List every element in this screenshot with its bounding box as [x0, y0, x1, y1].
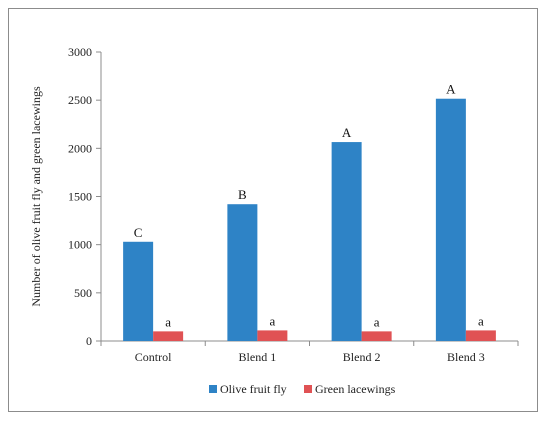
y-tick-label: 2500	[68, 93, 92, 107]
significance-label: a	[374, 314, 380, 329]
significance-label: A	[342, 125, 352, 140]
y-tick-label: 1000	[68, 238, 92, 252]
bar-green-lacewings	[361, 331, 392, 341]
significance-label: A	[446, 82, 456, 97]
y-tick-label: 0	[86, 334, 92, 348]
x-category-label: Control	[135, 350, 172, 364]
bar-olive-fruit-fly	[227, 204, 258, 341]
x-category-label: Blend 2	[343, 350, 381, 364]
y-axis-title: Number of olive fruit fly and green lace…	[29, 86, 43, 307]
bar-green-lacewings	[257, 330, 288, 341]
y-tick-label: 500	[74, 286, 92, 300]
significance-label: a	[165, 314, 171, 329]
significance-label: a	[478, 313, 484, 328]
legend-swatch	[304, 385, 312, 393]
bar-green-lacewings	[153, 331, 184, 341]
y-tick-label: 1500	[68, 190, 92, 204]
bar-olive-fruit-fly	[331, 142, 362, 341]
legend-swatch	[209, 385, 217, 393]
bar-olive-fruit-fly	[123, 241, 154, 341]
significance-label: C	[134, 225, 143, 240]
y-tick-label: 2000	[68, 141, 92, 155]
bar-olive-fruit-fly	[435, 98, 466, 341]
x-category-label: Blend 3	[447, 350, 485, 364]
legend-label: Green lacewings	[315, 382, 396, 396]
y-tick-label: 3000	[68, 45, 92, 59]
bar-green-lacewings	[465, 330, 496, 341]
significance-label: a	[269, 313, 275, 328]
legend-label: Olive fruit fly	[220, 382, 287, 396]
significance-label: B	[238, 187, 247, 202]
x-category-label: Blend 1	[239, 350, 277, 364]
